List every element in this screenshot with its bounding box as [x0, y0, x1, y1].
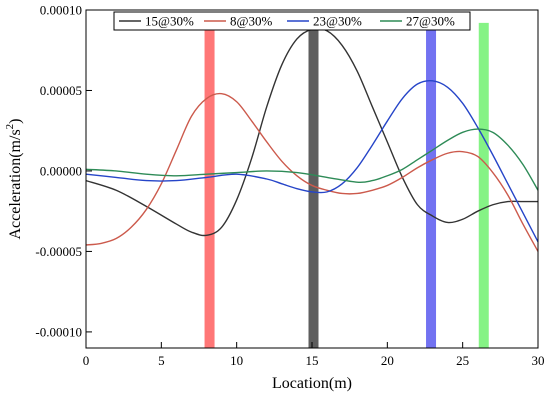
y-tick-label: -0.00010 — [35, 324, 82, 339]
series-line-1 — [85, 27, 538, 237]
y-tick-label: 0.00010 — [40, 3, 82, 18]
x-tick-label: 10 — [230, 353, 243, 368]
y-axis-title-sup: 2 — [4, 124, 16, 130]
y-axis-title-main: Acceleration(m/s — [7, 129, 24, 239]
x-tick-label: 30 — [532, 353, 545, 368]
y-axis-title-close: ) — [7, 119, 24, 124]
x-axis-title: Location(m) — [272, 375, 352, 392]
legend: 15@30% 8@30% 23@30% 27@30% — [113, 11, 471, 31]
x-tick-label: 15 — [306, 353, 319, 368]
highlight-bar-1 — [204, 22, 215, 348]
highlight-bars — [204, 22, 489, 348]
x-tick-label: 25 — [456, 353, 469, 368]
series-line-4 — [85, 128, 539, 191]
legend-label-2: 8@30% — [230, 14, 272, 29]
x-tick-label: 0 — [83, 353, 90, 368]
legend-label-1: 15@30% — [145, 14, 194, 29]
x-tick-label: 5 — [158, 353, 165, 368]
highlight-bar-3 — [426, 22, 437, 348]
y-tick-label: -0.00005 — [35, 244, 82, 259]
series-line-2 — [85, 92, 539, 252]
legend-label-4: 27@30% — [406, 14, 455, 29]
highlight-bar-4 — [478, 22, 489, 348]
x-tick-label: 20 — [381, 353, 394, 368]
y-tick-label: 0.00005 — [40, 83, 82, 98]
y-axis: 0.00010 0.00005 0.00000 -0.00005 -0.00010 — [35, 3, 92, 339]
y-tick-label: 0.00000 — [40, 163, 82, 178]
x-axis: 0 5 10 15 20 25 30 — [83, 342, 545, 368]
series-line-3 — [85, 79, 539, 243]
legend-label-3: 23@30% — [313, 14, 362, 29]
y-axis-title: Acceleration(m/s2) — [4, 119, 24, 240]
series-lines — [85, 27, 539, 252]
